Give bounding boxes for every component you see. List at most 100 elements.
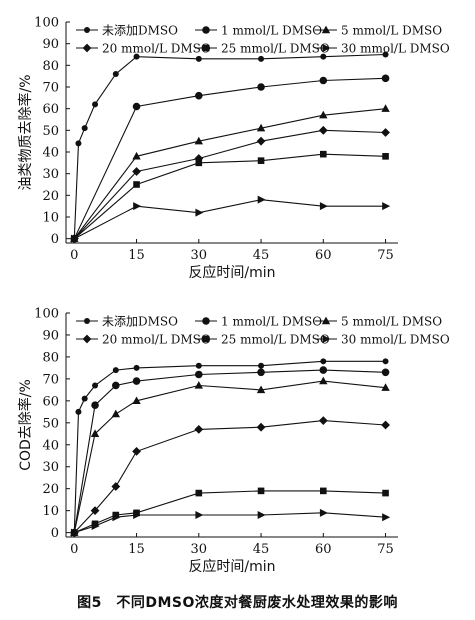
data-point	[382, 489, 389, 497]
y-axis-title: 油类物质去除率/%	[17, 74, 34, 190]
data-point	[132, 446, 141, 456]
data-point	[92, 382, 99, 389]
x-tick-label: 45	[253, 248, 270, 263]
data-point	[381, 104, 390, 112]
data-point	[381, 383, 390, 391]
data-point	[319, 366, 328, 374]
legend-item: 5 mmol/L DMSO	[315, 24, 442, 38]
data-point	[112, 367, 119, 374]
y-tick-label: 40	[42, 438, 59, 453]
data-point	[256, 136, 266, 146]
legend-label: 20 mmol/L DMSO	[102, 42, 211, 56]
data-point	[320, 53, 327, 60]
data-point	[91, 401, 99, 410]
x-tick-label: 30	[191, 248, 208, 263]
series-line	[73, 360, 386, 533]
x-axis-title: 反应时间/min	[188, 264, 275, 281]
data-point	[112, 381, 120, 390]
series-line	[73, 153, 386, 240]
legend-marker	[321, 25, 331, 34]
data-point	[195, 159, 203, 167]
legend-marker	[84, 27, 90, 33]
series-line	[74, 512, 386, 534]
legend-marker	[202, 26, 210, 34]
data-point	[91, 522, 100, 531]
data-point	[256, 385, 266, 394]
data-point	[319, 110, 328, 119]
series-5	[71, 487, 389, 536]
legend-marker	[202, 44, 210, 52]
data-point	[132, 396, 141, 405]
data-point	[90, 506, 100, 516]
legend-label: 1 mmol/L DMSO	[221, 24, 322, 38]
y-tick-label: 40	[42, 146, 59, 161]
data-point	[381, 128, 390, 137]
chart-panel-2: 0 10 20 30 40 50 60 70 80 90 100 0 15 30 45 60 75 反应时间/mi…	[17, 307, 450, 576]
data-point	[382, 513, 391, 522]
legend-item: 5 mmol/L DMSO	[315, 315, 442, 329]
legend-marker	[202, 335, 210, 343]
series-line	[73, 129, 386, 240]
series-1	[71, 51, 389, 242]
data-point	[257, 511, 266, 520]
y-tick-label: 20	[42, 189, 59, 204]
data-point	[256, 123, 266, 132]
legend-marker	[321, 316, 331, 325]
data-point	[112, 71, 119, 77]
data-point	[70, 528, 79, 537]
series-4	[69, 125, 390, 244]
data-point	[319, 508, 328, 517]
data-point	[257, 368, 265, 377]
data-point	[195, 489, 203, 497]
data-point	[75, 140, 82, 147]
y-axis-title: COD去除率/%	[17, 379, 34, 471]
y-tick-label: 60	[42, 394, 59, 409]
data-point	[133, 53, 140, 60]
y-tick-label: 60	[42, 102, 59, 117]
x-tick-label: 60	[315, 542, 332, 557]
x-tick-label: 45	[253, 542, 270, 557]
legend-label: 1 mmol/L DMSO	[221, 315, 322, 329]
y-tick-label: 10	[42, 211, 59, 226]
legend-item: 未添加DMSO	[76, 315, 178, 329]
x-tick-label: 75	[377, 542, 394, 557]
y-tick-label: 50	[42, 124, 59, 139]
data-point	[195, 208, 204, 217]
series-line	[74, 199, 386, 240]
legend-marker	[322, 335, 331, 343]
data-point	[81, 125, 88, 132]
legend-label: 未添加DMSO	[102, 315, 178, 329]
data-point	[92, 101, 99, 108]
y-tick-label: 0	[51, 526, 59, 541]
x-tick-label: 75	[377, 248, 394, 263]
series-line	[73, 77, 386, 239]
legend-item: 30 mmol/L DMSO	[315, 333, 450, 347]
legend: 未添加DMSO 1 mmol/L DMSO 5 mmol/L DMSO 20 mmol…	[76, 24, 450, 56]
series-2	[70, 74, 390, 243]
data-point	[132, 377, 141, 385]
data-point	[195, 370, 203, 379]
series-3	[70, 104, 390, 242]
legend-item: 1 mmol/L DMSO	[195, 24, 322, 38]
legend-marker	[322, 44, 331, 52]
y-tick-label: 30	[42, 167, 59, 182]
data-point	[320, 150, 327, 158]
y-tick-label: 70	[42, 81, 59, 96]
data-point	[320, 358, 327, 365]
data-point	[195, 91, 203, 100]
legend-label: 5 mmol/L DMSO	[341, 24, 442, 38]
x-tick-label: 60	[315, 248, 332, 263]
y-tick-label: 20	[42, 482, 59, 497]
data-point	[195, 55, 202, 62]
legend-item: 1 mmol/L DMSO	[195, 315, 322, 329]
legend-label: 25 mmol/L DMSO	[221, 333, 330, 347]
y-tick-label: 90	[42, 328, 59, 343]
legend-label: 未添加DMSO	[102, 24, 178, 38]
data-point	[257, 195, 266, 204]
data-point	[133, 181, 140, 188]
data-point	[257, 157, 265, 164]
data-point	[319, 202, 328, 211]
series-line	[73, 380, 386, 533]
y-tick-label: 10	[42, 504, 59, 519]
series-line	[73, 108, 386, 240]
